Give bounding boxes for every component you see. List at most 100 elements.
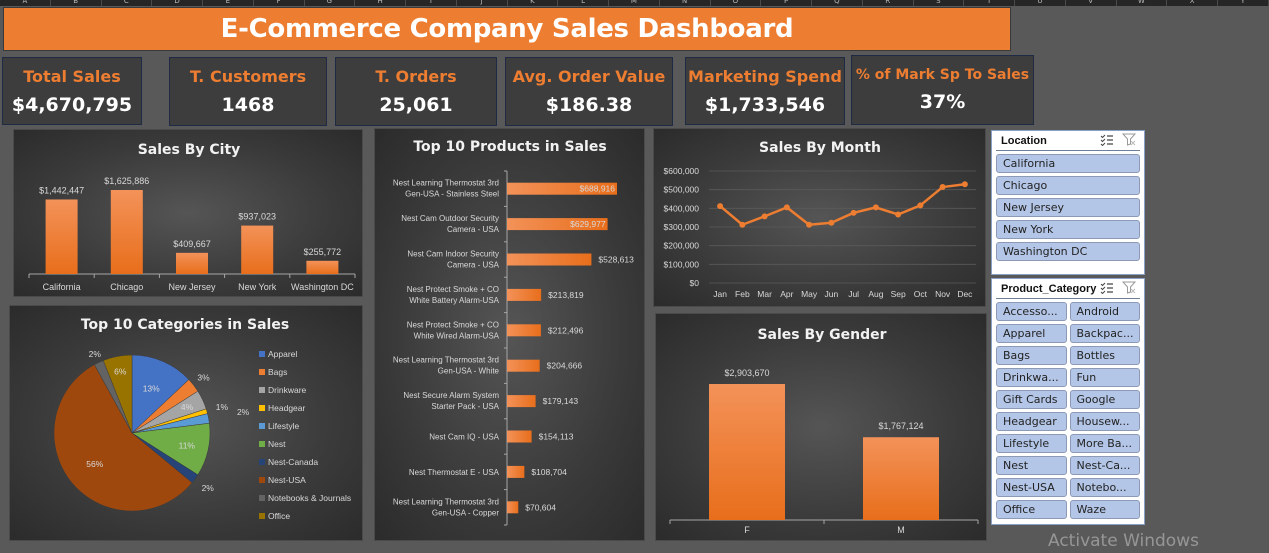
column-header-Y[interactable]: Y — [1218, 0, 1269, 6]
chart-sales-by-city[interactable]: Sales By City $1,442,447 California $1,625,… — [13, 129, 363, 297]
bar-product-6 — [507, 359, 540, 372]
slicer-item-category-office[interactable]: Office — [996, 500, 1067, 519]
data-label: $528,613 — [598, 255, 634, 265]
y-tick-label: Nest Learning Thermostat 3rd Gen-USA - Wh… — [393, 356, 500, 376]
y-tick-label-line: Nest Learning Thermostat 3rd — [393, 356, 499, 365]
slicer-item-category-headgear[interactable]: Headgear — [996, 412, 1067, 431]
column-header-E[interactable]: E — [203, 0, 254, 6]
column-header-B[interactable]: B — [51, 0, 102, 6]
chart-top-products[interactable]: Top 10 Products in Sales $688,916 Nest Lea… — [374, 128, 645, 541]
slicer-item-category-housew[interactable]: Housew... — [1069, 412, 1140, 431]
slicer-title: Product_Category — [1001, 282, 1097, 295]
clear-filter-icon[interactable] — [1121, 131, 1137, 150]
column-header-H[interactable]: H — [355, 0, 406, 6]
slicer-item-category-backpac[interactable]: Backpac... — [1069, 324, 1140, 343]
data-point-jun — [828, 219, 835, 226]
chart-sales-by-month[interactable]: Sales By Month $0 $100,000 $200,000 $300,000… — [653, 128, 986, 307]
slicer-item-location-chicago[interactable]: Chicago — [996, 176, 1140, 195]
sales-by-gender-svg: Sales By Gender $2,903,670 F $1,767,124 M — [669, 327, 979, 535]
bar-product-1 — [507, 182, 617, 195]
column-header-W[interactable]: W — [1117, 0, 1168, 6]
column-header-I[interactable]: I — [406, 0, 457, 6]
slicer-item-location-new-york[interactable]: New York — [996, 220, 1140, 239]
data-point-jan — [717, 203, 724, 210]
slicer-item-category-more-ba[interactable]: More Ba... — [1069, 434, 1140, 453]
slicer-items: Accesso... Android Apparel Backpac... Bags Bo… — [992, 299, 1144, 522]
kpi-marketing-spend: Marketing Spend $1,733,546 — [685, 57, 845, 125]
kpi-total-orders: T. Orders 25,061 — [335, 57, 497, 126]
x-tick-label: Jun — [825, 289, 839, 299]
column-header-U[interactable]: U — [1015, 0, 1066, 6]
legend-entry: Nest-Canada — [268, 457, 318, 467]
column-header-C[interactable]: C — [102, 0, 153, 6]
chart-top-categories[interactable]: Top 10 Categories in Sales 13% 3% 4% 1% 2% 11%… — [9, 305, 363, 541]
slicer-item-category-fun[interactable]: Fun — [1069, 368, 1140, 387]
kpi-value: $1,733,546 — [704, 93, 826, 116]
bar-california — [45, 199, 78, 274]
column-header-V[interactable]: V — [1066, 0, 1117, 6]
slicer-item-category-notebo[interactable]: Notebo... — [1069, 478, 1140, 497]
slicer-item-category-nest-ca[interactable]: Nest-Ca... — [1069, 456, 1140, 475]
slicer-location[interactable]: Location California Chicago New Jersey New … — [991, 130, 1145, 275]
column-header-G[interactable]: G — [305, 0, 356, 6]
slicer-item-category-nest-usa[interactable]: Nest-USA — [996, 478, 1067, 497]
column-header-R[interactable]: R — [863, 0, 914, 6]
column-header-L[interactable]: L — [558, 0, 609, 6]
multi-select-icon[interactable] — [1100, 131, 1114, 150]
chart-sales-by-gender[interactable]: Sales By Gender $2,903,670 F $1,767,124 M — [655, 313, 987, 541]
slicer-item-category-waze[interactable]: Waze — [1069, 500, 1140, 519]
chart-title: Sales By City — [138, 142, 241, 158]
y-tick-label-line: Nest Learning Thermostat 3rd — [393, 497, 499, 506]
column-header-A[interactable]: A — [0, 0, 51, 6]
x-tick-label: Dec — [957, 289, 973, 299]
column-header-M[interactable]: M — [609, 0, 660, 6]
slicer-item-category-nest[interactable]: Nest — [996, 456, 1067, 475]
pie-slice-office — [102, 354, 133, 434]
kpi-label: T. Customers — [189, 67, 307, 86]
kpi-total-sales: Total Sales $4,670,795 — [2, 57, 142, 125]
slicer-item-category-apparel[interactable]: Apparel — [996, 324, 1067, 343]
slicer-item-category-google[interactable]: Google — [1069, 390, 1140, 409]
kpi-value: $4,670,795 — [11, 93, 133, 116]
y-tick-label: Nest Cam Outdoor Security Camera - USA — [401, 214, 499, 234]
slicer-product-category[interactable]: Product_Category Accesso... Android Appare… — [991, 278, 1145, 525]
kpi-label: Marketing Spend — [688, 66, 842, 86]
column-header-D[interactable]: D — [152, 0, 203, 6]
clear-filter-icon[interactable] — [1121, 279, 1137, 298]
column-header-X[interactable]: X — [1167, 0, 1218, 6]
x-tick-label: F — [744, 525, 750, 535]
slicer-item-location-california[interactable]: California — [996, 154, 1140, 173]
kpi-marketing-to-sales-pct: % of Mark Sp To Sales 37% — [851, 55, 1034, 125]
column-header-T[interactable]: T — [964, 0, 1015, 6]
legend-entry: Drinkware — [268, 385, 307, 395]
column-header-Q[interactable]: Q — [812, 0, 863, 6]
bar-product-9 — [507, 465, 525, 478]
multi-select-icon[interactable] — [1100, 279, 1114, 298]
legend-entry: Office — [268, 511, 290, 521]
slicer-item-category-bottles[interactable]: Bottles — [1069, 346, 1140, 365]
x-tick-label: May — [801, 289, 818, 299]
column-header-N[interactable]: N — [660, 0, 711, 6]
slicer-item-location-washington-dc[interactable]: Washington DC — [996, 242, 1140, 261]
y-tick-label-line: Starter Pack - USA — [431, 402, 499, 411]
column-header-K[interactable]: K — [508, 0, 559, 6]
slicer-item-category-accesso[interactable]: Accesso... — [996, 302, 1067, 321]
column-header-F[interactable]: F — [254, 0, 305, 6]
slicer-item-location-new-jersey[interactable]: New Jersey — [996, 198, 1140, 217]
slicer-item-category-lifestyle[interactable]: Lifestyle — [996, 434, 1067, 453]
data-label: $1,625,886 — [104, 176, 149, 186]
column-header-O[interactable]: O — [711, 0, 762, 6]
slicer-item-category-android[interactable]: Android — [1069, 302, 1140, 321]
column-header-J[interactable]: J — [457, 0, 508, 6]
slicer-item-category-bags[interactable]: Bags — [996, 346, 1067, 365]
y-tick-label-line: White Battery Alarm-USA — [409, 296, 499, 305]
column-header-S[interactable]: S — [914, 0, 965, 6]
kpi-value: $186.38 — [545, 94, 633, 116]
slicer-item-category-gift-cards[interactable]: Gift Cards — [996, 390, 1067, 409]
slicer-item-category-drinkwa[interactable]: Drinkwa... — [996, 368, 1067, 387]
data-label: $688,916 — [580, 184, 616, 194]
column-header-P[interactable]: P — [761, 0, 812, 6]
x-tick-label: Feb — [735, 289, 750, 299]
data-label: 3% — [197, 373, 210, 383]
y-tick-label-line: Nest Learning Thermostat 3rd — [393, 179, 499, 188]
